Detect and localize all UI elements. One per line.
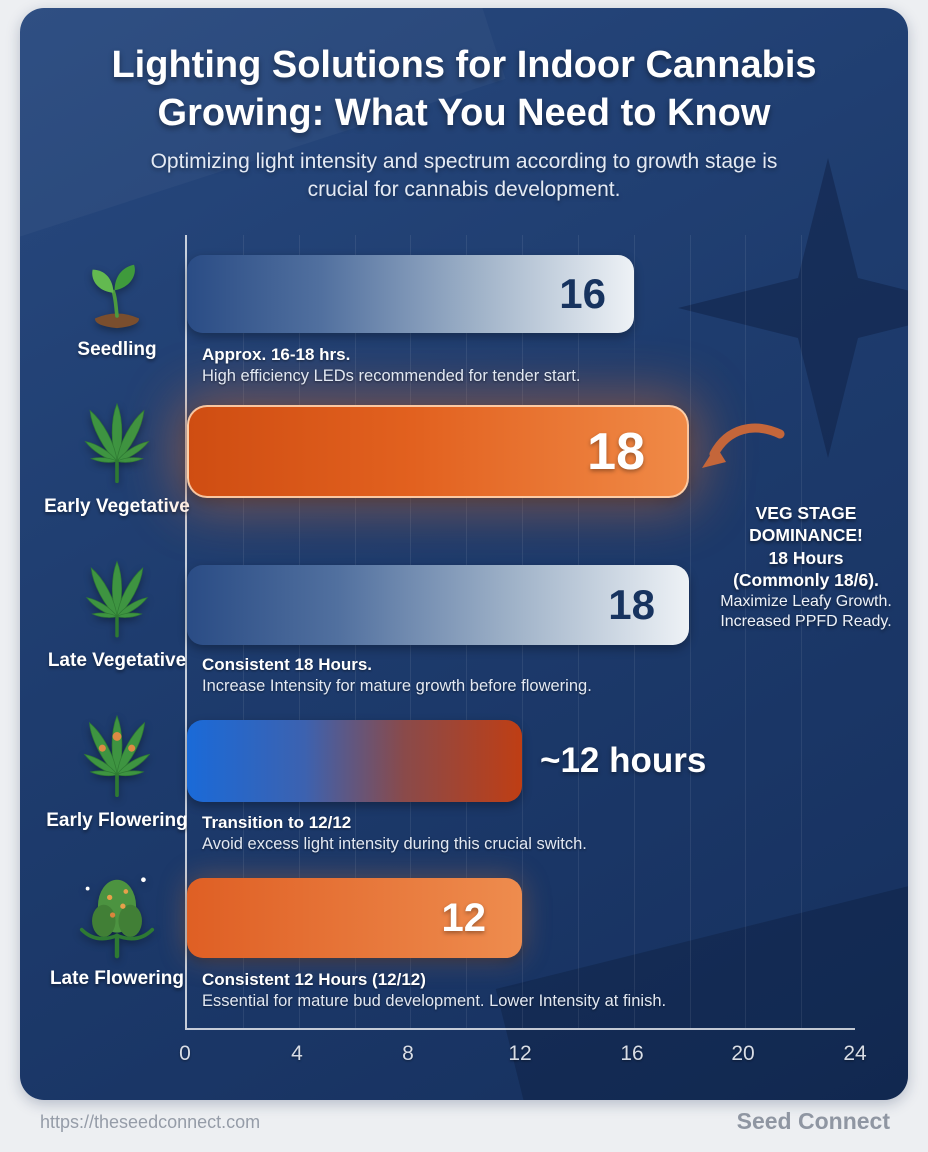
stage-label: Late Flowering [49, 968, 185, 989]
x-tick-16: 16 [620, 1042, 644, 1065]
mature-cannabis-plant-icon [73, 556, 161, 644]
note-title: Consistent 12 Hours (12/12) [202, 970, 426, 989]
note-early-flowering: Transition to 12/12 Avoid excess light i… [202, 812, 842, 856]
annotation-line: VEG STAGE DOMINANCE! [749, 503, 863, 546]
stage-early-flowering: Early Flowering [42, 710, 192, 832]
stage-label: Seedling [77, 339, 157, 360]
note-body: Increase Intensity for mature growth bef… [202, 677, 592, 696]
note-title: Approx. 16-18 hrs. [202, 345, 351, 364]
stage-seedling: Seedling [42, 255, 192, 361]
x-tick-20: 20 [731, 1042, 755, 1065]
stage-label: Early Vegetative [44, 496, 190, 517]
gridline [690, 235, 691, 1028]
infographic-panel: Lighting Solutions for Indoor Cannabis G… [20, 8, 908, 1100]
bar-value-seedling: 16 [559, 270, 606, 317]
young-cannabis-plant-icon [71, 398, 163, 490]
stage-late-vegetative: Late Vegetative [42, 556, 192, 672]
seedling-icon [78, 255, 156, 333]
annotation-line: 18 Hours [768, 547, 844, 568]
note-body: High efficiency LEDs recommended for ten… [202, 367, 581, 386]
bar-value-late-vegetative: 18 [608, 581, 655, 628]
bar-late-vegetative: 18 [187, 565, 689, 645]
bar-seedling: 16 [187, 255, 634, 333]
bar-late-flowering: 12 [187, 878, 522, 958]
note-late-vegetative: Consistent 18 Hours. Increase Intensity … [202, 654, 842, 698]
note-seedling: Approx. 16-18 hrs. High efficiency LEDs … [202, 344, 842, 388]
early-flowering-plant-icon [70, 710, 164, 804]
annotation-line: (Commonly 18/6). [733, 570, 879, 591]
annotation-line: Maximize Leafy Growth. [720, 592, 892, 610]
annotation-line: Increased PPFD Ready. [720, 613, 892, 631]
bar-value-early-vegetative: 18 [587, 422, 645, 481]
x-tick-0: 0 [179, 1042, 191, 1065]
veg-stage-annotation: VEG STAGE DOMINANCE! 18 Hours (Commonly … [716, 502, 896, 633]
note-late-flowering: Consistent 12 Hours (12/12) Essential fo… [202, 969, 842, 1013]
cannabis-bud-icon [70, 868, 164, 962]
footer-url-link[interactable]: https://theseedconnect.com [40, 1112, 261, 1132]
bar-early-vegetative-highlighted: 18 [187, 405, 689, 498]
stage-label: Late Vegetative [47, 650, 187, 671]
stage-early-vegetative: Early Vegetative [42, 398, 192, 518]
bar-value-early-flowering: ~12 hours [540, 741, 707, 780]
x-tick-12: 12 [508, 1042, 532, 1065]
stage-late-flowering: Late Flowering [42, 868, 192, 990]
page-title: Lighting Solutions for Indoor Cannabis G… [111, 44, 817, 134]
note-body: Essential for mature bud development. Lo… [202, 992, 667, 1011]
page-subtitle: Optimizing light intensity and spectrum … [150, 150, 778, 202]
footer-brand: Seed Connect [736, 1108, 890, 1134]
stage-label: Early Flowering [46, 810, 188, 831]
note-title: Transition to 12/12 [202, 813, 352, 832]
bar-value-late-flowering: 12 [441, 895, 487, 940]
note-title: Consistent 18 Hours. [202, 655, 373, 674]
curved-arrow-icon [702, 423, 785, 468]
gridline [801, 235, 802, 1028]
x-tick-24: 24 [843, 1042, 867, 1065]
note-body: Avoid excess light intensity during this… [202, 835, 587, 854]
bar-early-flowering [187, 720, 522, 802]
gridline [745, 235, 746, 1028]
x-tick-4: 4 [291, 1042, 303, 1065]
x-tick-8: 8 [402, 1042, 414, 1065]
